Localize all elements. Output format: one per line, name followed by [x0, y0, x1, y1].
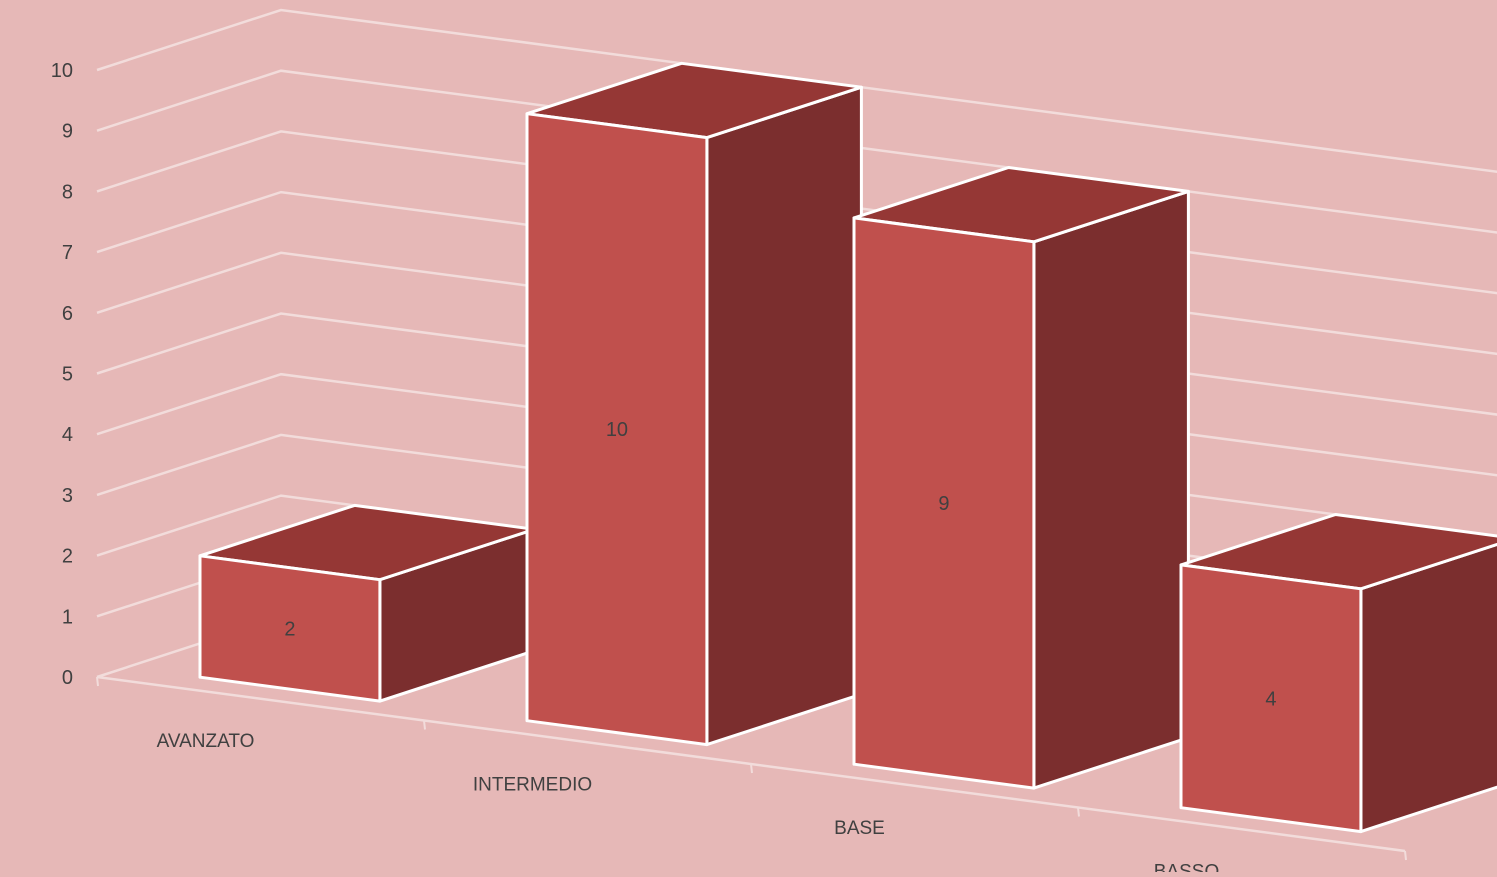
bar	[200, 505, 534, 701]
y-tick-label: 3	[62, 485, 73, 507]
data-label: 2	[284, 618, 295, 640]
x-tick-mark	[424, 721, 425, 730]
y-tick-label: 5	[62, 364, 73, 386]
y-tick-label: 10	[51, 60, 73, 82]
y-tick-label: 2	[62, 546, 73, 568]
y-tick-label: 8	[62, 181, 73, 203]
x-tick-label: BASSO	[1154, 861, 1219, 872]
bar-side-face	[1034, 191, 1189, 788]
bar	[527, 63, 861, 744]
y-tick-label: 1	[62, 606, 73, 628]
bar	[854, 168, 1188, 789]
x-tick-label: BASE	[834, 818, 885, 839]
y-tick-label: 9	[62, 121, 73, 143]
x-tick-mark	[1078, 808, 1079, 817]
bar-side-face	[707, 87, 862, 744]
y-tick-label: 0	[62, 667, 73, 689]
data-label: 10	[606, 419, 628, 441]
data-label: 4	[1265, 688, 1276, 710]
y-tick-label: 4	[62, 424, 73, 446]
x-tick-label: AVANZATO	[157, 731, 255, 752]
x-tick-label: INTERMEDIO	[473, 774, 592, 795]
x-tick-mark	[1405, 851, 1406, 860]
x-tick-mark	[97, 677, 98, 686]
y-tick-label: 6	[62, 303, 73, 325]
data-label: 9	[938, 493, 949, 515]
bar	[1181, 515, 1497, 832]
y-tick-label: 7	[62, 242, 73, 264]
x-tick-mark	[751, 764, 752, 773]
